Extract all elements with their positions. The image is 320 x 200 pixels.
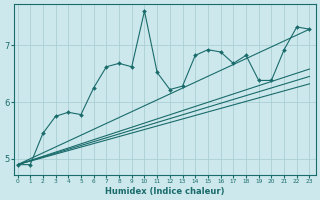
X-axis label: Humidex (Indice chaleur): Humidex (Indice chaleur)	[105, 187, 225, 196]
